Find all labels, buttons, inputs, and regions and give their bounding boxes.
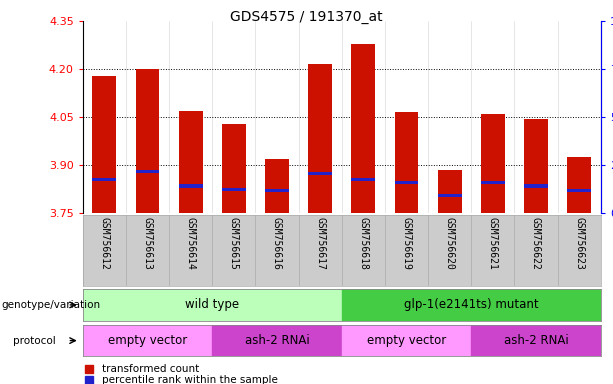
Bar xyxy=(567,189,591,192)
Bar xyxy=(83,325,212,356)
Bar xyxy=(308,172,332,175)
Text: empty vector: empty vector xyxy=(108,334,187,347)
Bar xyxy=(265,189,289,192)
Bar xyxy=(395,181,418,184)
Bar xyxy=(351,178,375,181)
Bar xyxy=(395,112,418,213)
Text: transformed count: transformed count xyxy=(102,364,200,374)
Text: GDS4575 / 191370_at: GDS4575 / 191370_at xyxy=(230,10,383,23)
Bar xyxy=(471,325,601,356)
Text: GSM756615: GSM756615 xyxy=(229,217,239,270)
Bar xyxy=(481,181,504,184)
Text: GSM756622: GSM756622 xyxy=(531,217,541,270)
Text: GSM756621: GSM756621 xyxy=(488,217,498,270)
Bar xyxy=(524,184,548,187)
Text: wild type: wild type xyxy=(185,298,239,311)
Text: GSM756612: GSM756612 xyxy=(99,217,109,270)
Text: GSM756620: GSM756620 xyxy=(444,217,455,270)
Bar xyxy=(83,289,342,321)
Bar xyxy=(351,43,375,213)
Bar xyxy=(179,111,202,213)
Text: genotype/variation: genotype/variation xyxy=(1,300,101,310)
Text: ash-2 RNAi: ash-2 RNAi xyxy=(504,334,568,347)
Bar xyxy=(265,159,289,213)
Text: protocol: protocol xyxy=(13,336,56,346)
Bar xyxy=(212,325,342,356)
Bar xyxy=(438,170,462,213)
Bar xyxy=(308,65,332,213)
Bar xyxy=(179,184,202,187)
Text: GSM756617: GSM756617 xyxy=(315,217,325,270)
Text: glp-1(e2141ts) mutant: glp-1(e2141ts) mutant xyxy=(404,298,539,311)
Bar xyxy=(222,187,246,191)
Bar xyxy=(222,124,246,213)
Bar xyxy=(481,114,504,213)
Text: GSM756616: GSM756616 xyxy=(272,217,282,270)
Text: GSM756613: GSM756613 xyxy=(142,217,153,270)
Text: GSM756614: GSM756614 xyxy=(186,217,196,270)
Bar xyxy=(93,178,116,181)
Text: GSM756623: GSM756623 xyxy=(574,217,584,270)
Bar xyxy=(342,289,601,321)
Text: GSM756618: GSM756618 xyxy=(359,217,368,270)
Text: percentile rank within the sample: percentile rank within the sample xyxy=(102,375,278,384)
Bar xyxy=(438,194,462,197)
Bar xyxy=(567,157,591,213)
Bar xyxy=(524,119,548,213)
Text: ash-2 RNAi: ash-2 RNAi xyxy=(245,334,310,347)
Bar xyxy=(342,325,471,356)
Text: GSM756619: GSM756619 xyxy=(402,217,411,270)
Text: empty vector: empty vector xyxy=(367,334,446,347)
Bar xyxy=(135,69,159,213)
Bar xyxy=(135,170,159,173)
Bar xyxy=(93,76,116,213)
